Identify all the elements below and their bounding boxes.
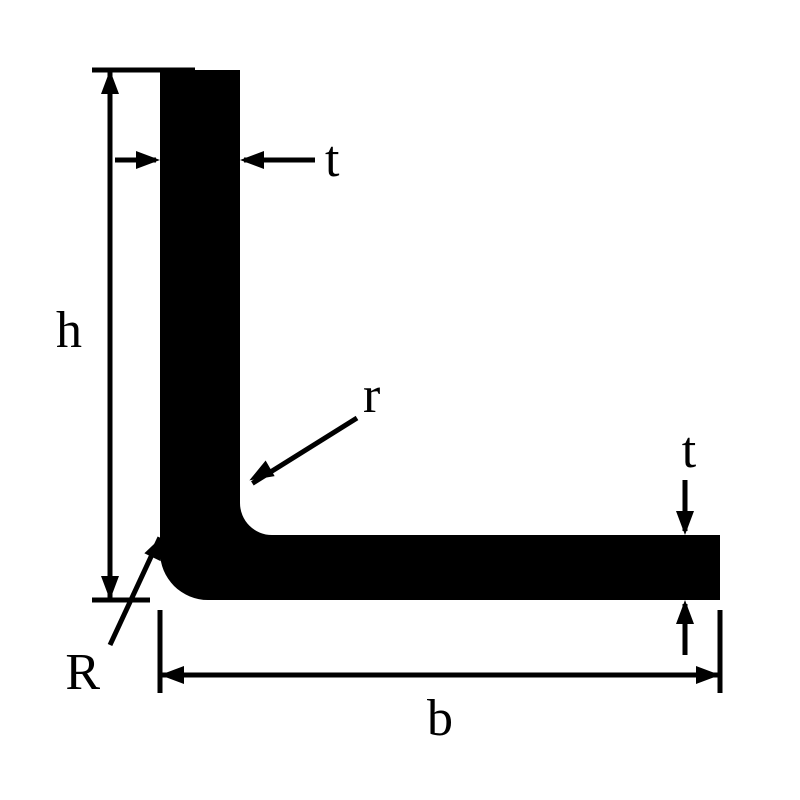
arrowhead <box>160 666 184 684</box>
l-profile-shape <box>160 70 720 600</box>
arrowhead <box>101 70 119 94</box>
arrowhead <box>676 511 694 535</box>
arrowhead <box>240 151 264 169</box>
arrowhead <box>696 666 720 684</box>
label-t: t <box>682 422 697 479</box>
label-R: R <box>65 644 100 701</box>
arrowhead <box>144 536 163 562</box>
arrowhead <box>101 576 119 600</box>
label-h: h <box>56 302 82 359</box>
arrowhead <box>676 600 694 624</box>
label-b: b <box>427 690 453 747</box>
label-t1: t <box>325 131 340 188</box>
label-r1: r <box>363 367 380 424</box>
arrowhead <box>136 151 160 169</box>
arrowhead <box>249 461 274 481</box>
